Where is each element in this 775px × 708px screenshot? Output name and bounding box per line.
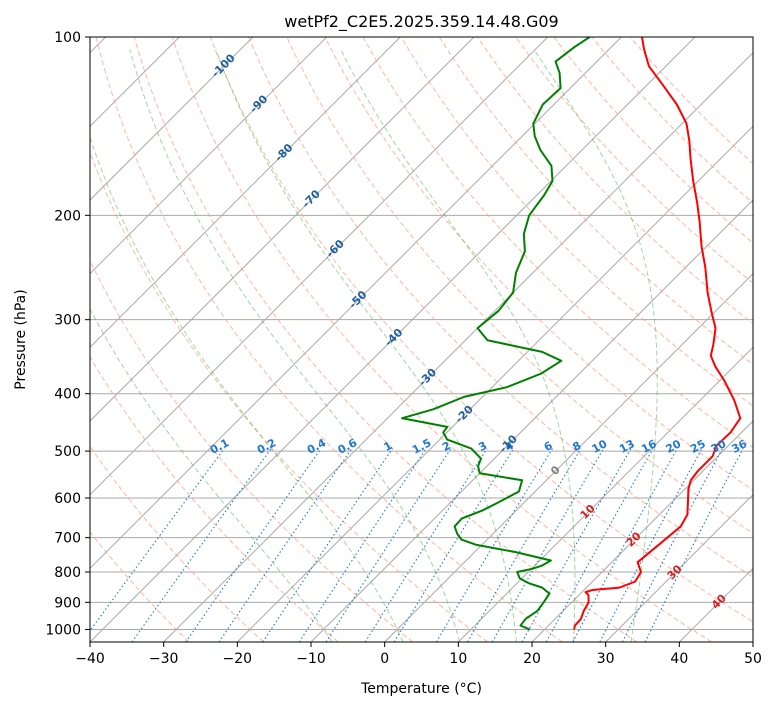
moist-adiabat-line <box>215 49 517 642</box>
x-tick-label: −30 <box>149 651 179 667</box>
mixing-ratio-line <box>131 448 272 642</box>
x-tick-label: 20 <box>523 651 541 667</box>
y-tick-label: 200 <box>54 208 81 224</box>
mixing-ratio-line <box>621 448 723 642</box>
isobar-group <box>90 37 753 630</box>
dry-adiabat-line <box>439 37 753 366</box>
plot-frame <box>89 36 754 643</box>
isotherm-line <box>90 37 622 570</box>
y-tick-label: 100 <box>54 30 81 46</box>
mixing-ratio-label: 13 <box>617 437 637 456</box>
mixing-ratio-label: 30 <box>709 437 729 456</box>
moist-adiabat-line <box>533 49 658 642</box>
isotherm-line <box>90 37 254 201</box>
mixing-ratio-line <box>364 448 488 642</box>
mixing-ratio-line <box>218 448 353 642</box>
axes: −40 −30 −20 −10 0 10 20 30 40 50 100 200 300 400 500 60… <box>45 30 762 667</box>
x-axis-label: Temperature (°C) <box>360 681 482 697</box>
dry-adiabat-line <box>286 37 753 534</box>
isotherm-line <box>90 37 475 422</box>
mixing-ratio-line <box>298 448 427 642</box>
x-tick-label: −20 <box>223 651 253 667</box>
dry-adiabat-line <box>90 356 339 642</box>
dry-adiabat-line <box>133 37 638 642</box>
mixing-ratio-label: 10 <box>590 437 610 456</box>
moist-adiabat-line <box>340 49 576 642</box>
mixing-ratio-label: 36 <box>730 437 750 456</box>
mixing-ratio-label: 20 <box>664 437 684 456</box>
dry-adiabat-line <box>477 37 753 325</box>
mixing-ratio-line <box>393 448 515 642</box>
moist-adiabat-line <box>129 49 461 642</box>
isotherm-line <box>90 37 401 349</box>
dewpoint-line <box>401 37 591 631</box>
x-tick-label: −10 <box>296 651 326 667</box>
dry-adiabat-line <box>400 37 753 407</box>
x-tick-label: −40 <box>75 651 105 667</box>
mixing-ratio-line <box>644 448 744 642</box>
mixing-ratio-line <box>572 448 678 642</box>
mixing-ratio-label: 16 <box>639 437 659 456</box>
dry-adiabat-line <box>591 37 753 204</box>
y-tick-label: 1000 <box>45 622 81 638</box>
dry-adiabat-line <box>90 259 414 642</box>
mixing-ratio-line <box>325 448 452 642</box>
dry-adiabat-line <box>553 37 753 244</box>
y-axis-label: Pressure (hPa) <box>13 289 29 389</box>
dry-adiabat-line <box>90 150 488 642</box>
mixing-ratio-label: 25 <box>688 437 708 456</box>
dry-adiabat-line <box>248 37 753 578</box>
dry-adiabat-line <box>324 37 753 491</box>
isotherm-line <box>457 346 753 642</box>
y-tick-label: 600 <box>54 491 81 507</box>
isotherm-line <box>605 493 753 642</box>
mixing-ratio-line <box>467 448 582 642</box>
mixing-ratio-line <box>185 448 322 642</box>
x-tick-label: 30 <box>597 651 615 667</box>
y-tick-label: 300 <box>54 313 81 329</box>
isotherm-group <box>90 37 753 642</box>
isotherm-line <box>236 125 753 642</box>
x-tick-label: 10 <box>449 651 467 667</box>
dry-adiabat-line <box>362 37 753 449</box>
plot-area: 0.1 0.2 0.4 0.6 1 1.5 2 3 4 6 8 10 13 16 20 25 30 36-100-… <box>90 37 753 642</box>
y-tick-label: 400 <box>54 387 81 403</box>
moist-adiabat-group <box>90 49 658 642</box>
isotherm-line <box>90 37 696 642</box>
moist-adiabat-line <box>90 308 333 642</box>
x-tick-label: 40 <box>670 651 688 667</box>
dry-adiabat-line <box>210 37 753 623</box>
y-tick-label: 800 <box>54 565 81 581</box>
dry-adiabat-line <box>171 37 712 642</box>
mixing-ratio-line <box>90 448 225 632</box>
dry-adiabat-group <box>90 37 753 642</box>
isotherm-line <box>90 37 328 275</box>
mixing-ratio-line <box>599 448 703 642</box>
isotherm-line <box>163 51 753 642</box>
y-tick-label: 700 <box>54 531 81 547</box>
isotherm-line <box>531 420 753 642</box>
mixing-ratio-line <box>262 448 393 642</box>
dry-adiabat-line <box>90 531 190 642</box>
moist-adiabat-line <box>90 135 404 642</box>
y-tick-label: 500 <box>54 444 81 460</box>
temperature-line <box>573 37 742 630</box>
x-tick-label: 50 <box>744 651 762 667</box>
isotherm-line <box>384 272 753 642</box>
x-tick-label: 0 <box>380 651 389 667</box>
dry-adiabat-line <box>95 37 563 642</box>
mixing-ratio-line <box>491 448 605 642</box>
chart-title: wetPf2_C2E5.2025.359.14.48.G09 <box>284 12 558 32</box>
mixing-ratio-group <box>90 448 744 642</box>
y-tick-label: 900 <box>54 595 81 611</box>
isotherm-line <box>90 37 549 496</box>
